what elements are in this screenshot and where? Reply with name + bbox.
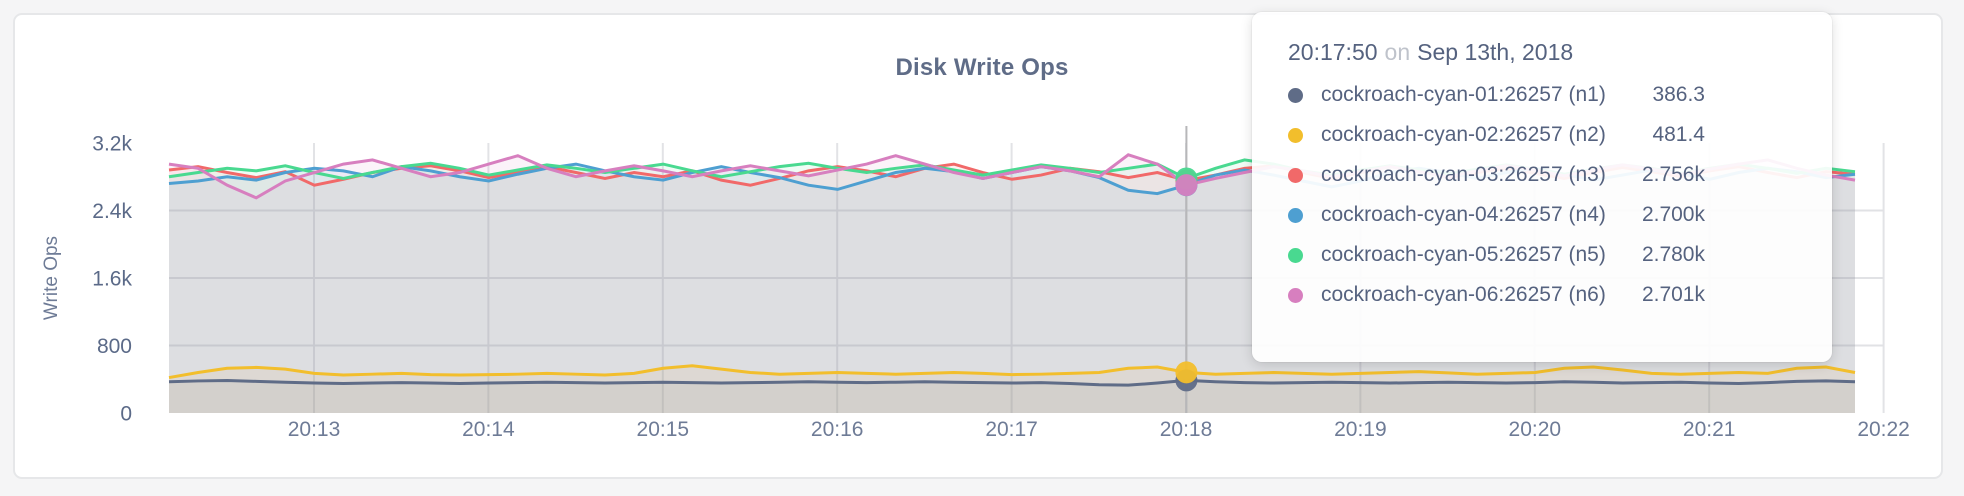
series-line bbox=[168, 364, 1856, 380]
series-area bbox=[169, 380, 1855, 413]
x-tick-label: 20:19 bbox=[1334, 418, 1387, 441]
hover-dot bbox=[1175, 361, 1198, 384]
tooltip-row: cockroach-cyan-03:26257 (n3) 2.756k bbox=[1288, 155, 1832, 195]
y-tick-label: 0 bbox=[120, 402, 132, 425]
series-color-dot-icon bbox=[1288, 207, 1303, 223]
x-tick-label: 20:16 bbox=[811, 418, 864, 441]
tooltip-row: cockroach-cyan-06:26257 (n6) 2.701k bbox=[1288, 275, 1832, 315]
tooltip-date: Sep 13th, 2018 bbox=[1417, 39, 1574, 65]
tooltip-conjunction: on bbox=[1384, 39, 1411, 65]
x-tick-label: 20:14 bbox=[462, 418, 515, 441]
y-tick-label: 1.6k bbox=[92, 267, 132, 290]
tooltip-time: 20:17:50 bbox=[1288, 39, 1378, 65]
series-label: cockroach-cyan-04:26257 (n4) bbox=[1321, 203, 1606, 226]
x-tick-label: 20:17 bbox=[985, 418, 1038, 441]
series-value: 386.3 bbox=[1652, 83, 1705, 106]
y-tick-label: 3.2k bbox=[92, 132, 132, 155]
x-tick-label: 20:18 bbox=[1160, 418, 1213, 441]
series-value: 2.700k bbox=[1641, 203, 1705, 226]
series-label: cockroach-cyan-02:26257 (n2) bbox=[1321, 123, 1606, 146]
series-color-dot-icon bbox=[1288, 247, 1303, 263]
series-label: cockroach-cyan-03:26257 (n3) bbox=[1321, 163, 1606, 186]
hover-tooltip: 20:17:50 on Sep 13th, 2018 cockroach-cyan-… bbox=[1252, 12, 1832, 362]
series-value: 481.4 bbox=[1652, 123, 1705, 146]
tooltip-row: cockroach-cyan-02:26257 (n2) 481.4 bbox=[1288, 115, 1832, 155]
series-value: 2.780k bbox=[1641, 243, 1705, 266]
x-tick-label: 20:20 bbox=[1509, 418, 1562, 441]
tooltip-row: cockroach-cyan-05:26257 (n5) 2.780k bbox=[1288, 235, 1832, 275]
series-line bbox=[168, 378, 1856, 387]
series-color-dot-icon bbox=[1288, 167, 1303, 183]
series-value: 2.756k bbox=[1641, 163, 1705, 186]
series-area bbox=[169, 365, 1855, 413]
y-tick-label: 800 bbox=[97, 335, 132, 358]
tooltip-rows: cockroach-cyan-01:26257 (n1) 386.3 cockroa… bbox=[1288, 75, 1832, 315]
series-value: 2.701k bbox=[1641, 283, 1705, 306]
hover-dot bbox=[1175, 174, 1198, 197]
series-label: cockroach-cyan-05:26257 (n5) bbox=[1321, 243, 1606, 266]
x-tick-label: 20:13 bbox=[288, 418, 341, 441]
y-axis-label: Write Ops bbox=[41, 236, 62, 320]
x-tick-label: 20:15 bbox=[637, 418, 690, 441]
series-color-dot-icon bbox=[1288, 127, 1303, 143]
tooltip-row: cockroach-cyan-01:26257 (n1) 386.3 bbox=[1288, 75, 1832, 115]
x-tick-label: 20:22 bbox=[1857, 418, 1910, 441]
series-label: cockroach-cyan-06:26257 (n6) bbox=[1321, 283, 1606, 306]
series-color-dot-icon bbox=[1288, 287, 1303, 303]
x-tick-label: 20:21 bbox=[1683, 418, 1736, 441]
tooltip-row: cockroach-cyan-04:26257 (n4) 2.700k bbox=[1288, 195, 1832, 235]
series-label: cockroach-cyan-01:26257 (n1) bbox=[1321, 83, 1606, 106]
tooltip-header: 20:17:50 on Sep 13th, 2018 bbox=[1288, 39, 1832, 66]
chart-title: Disk Write Ops bbox=[895, 54, 1069, 81]
y-tick-label: 2.4k bbox=[92, 200, 132, 223]
series-color-dot-icon bbox=[1288, 87, 1303, 103]
